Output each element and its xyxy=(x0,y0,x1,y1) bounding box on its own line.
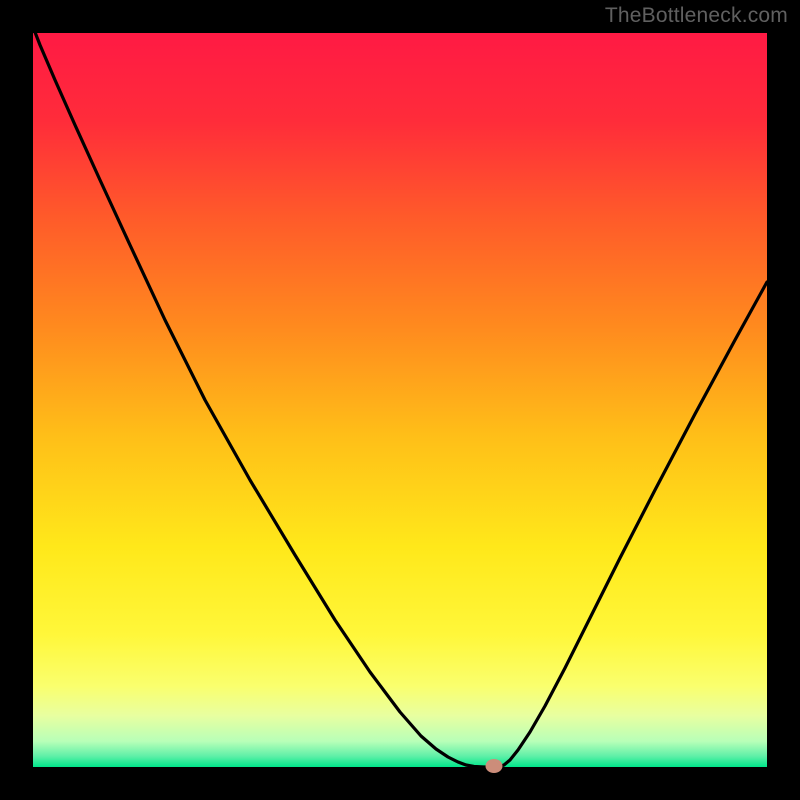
bottleneck-chart xyxy=(0,0,800,800)
optimal-point-marker xyxy=(486,759,503,773)
gradient-background xyxy=(33,33,767,767)
